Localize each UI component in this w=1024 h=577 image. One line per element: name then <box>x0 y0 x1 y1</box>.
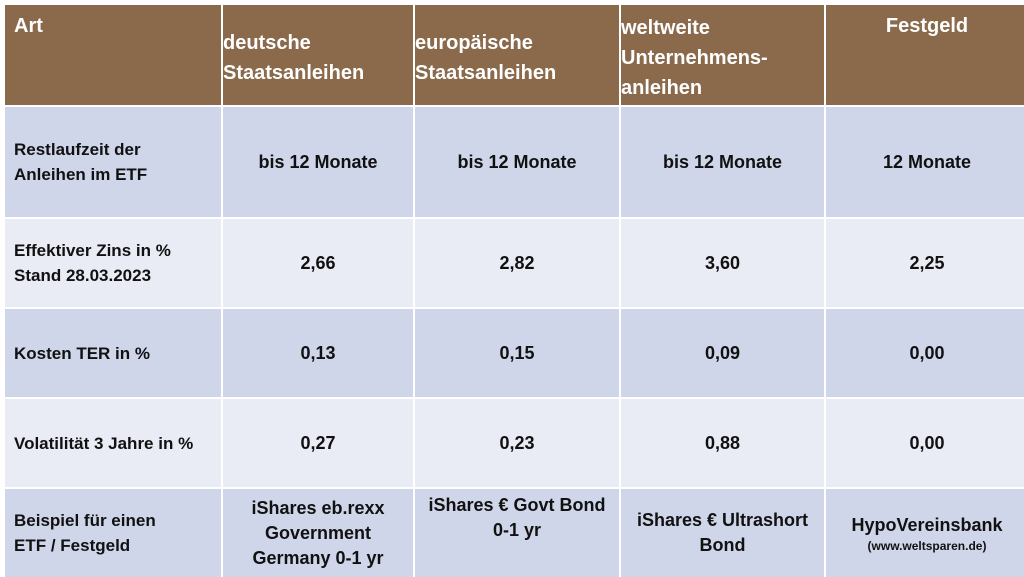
row-label-effektiver-zins: Effektiver Zins in % Stand 28.03.2023 <box>5 219 221 307</box>
header-line: anleihen <box>621 77 703 99</box>
header-line: europäische <box>415 32 533 54</box>
table-cell: 0,23 <box>415 399 619 487</box>
cell-line: Bond <box>699 535 746 555</box>
table-cell: 0,88 <box>621 399 824 487</box>
table-cell: 0,15 <box>415 309 619 397</box>
header-weltweite-unternehmensanleihen: weltweite Unternehmens- anleihen <box>621 5 824 105</box>
cell-line: iShares eb.rexx <box>251 497 385 518</box>
cell-line: Government <box>264 522 372 543</box>
label-line: Beispiel für einen <box>14 511 156 530</box>
table-cell: 2,82 <box>415 219 619 307</box>
table-cell: 0,00 <box>826 399 1024 487</box>
table-cell: 0,13 <box>223 309 413 397</box>
table-cell: bis 12 Monate <box>415 107 619 217</box>
cell-line: iShares € Govt Bond <box>428 495 606 515</box>
header-line: weltweite <box>621 17 710 39</box>
table-cell: iShares € Govt Bond 0-1 yr <box>415 489 619 577</box>
header-line: Staatsanleihen <box>415 62 557 84</box>
cell-line: 0-1 yr <box>492 520 542 540</box>
header-line: Staatsanleihen <box>223 62 365 84</box>
header-line: deutsche <box>223 32 311 54</box>
cell-line: HypoVereinsbank <box>851 514 1003 535</box>
table-cell: 2,66 <box>223 219 413 307</box>
cell-line-url: (www.weltsparen.de) <box>867 538 987 553</box>
row-label-kosten-ter: Kosten TER in % <box>5 309 221 397</box>
table-cell: HypoVereinsbank (www.weltsparen.de) <box>826 489 1024 577</box>
table-cell: bis 12 Monate <box>621 107 824 217</box>
table-cell: iShares € Ultrashort Bond <box>621 489 824 577</box>
table-cell: 0,09 <box>621 309 824 397</box>
label-line: ETF / Festgeld <box>14 536 131 555</box>
row-label-beispiel: Beispiel für einen ETF / Festgeld <box>5 489 221 577</box>
header-festgeld: Festgeld <box>826 5 1024 105</box>
table-cell: 0,00 <box>826 309 1024 397</box>
label-line: Restlaufzeit der <box>14 140 141 159</box>
table-cell: 0,27 <box>223 399 413 487</box>
label-line: Anleihen im ETF <box>14 165 148 184</box>
table-cell: bis 12 Monate <box>223 107 413 217</box>
cell-line: Germany 0-1 yr <box>252 547 384 568</box>
header-europaeische-staatsanleihen: europäische Staatsanleihen <box>415 5 619 105</box>
row-label-volatilitaet: Volatilität 3 Jahre in % <box>5 399 221 487</box>
header-line: Unternehmens- <box>621 47 768 69</box>
table-cell: iShares eb.rexx Government Germany 0-1 y… <box>223 489 413 577</box>
cell-line: iShares € Ultrashort <box>636 510 809 530</box>
label-line: Stand 28.03.2023 <box>14 266 152 285</box>
label-line: Effektiver Zins in % <box>14 241 171 260</box>
table-cell: 3,60 <box>621 219 824 307</box>
table-cell: 2,25 <box>826 219 1024 307</box>
header-deutsche-staatsanleihen: deutsche Staatsanleihen <box>223 5 413 105</box>
comparison-table: Art deutsche Staatsanleihen europäische … <box>5 5 1024 577</box>
header-art: Art <box>5 5 221 105</box>
row-label-restlaufzeit: Restlaufzeit der Anleihen im ETF <box>5 107 221 217</box>
table-cell: 12 Monate <box>826 107 1024 217</box>
